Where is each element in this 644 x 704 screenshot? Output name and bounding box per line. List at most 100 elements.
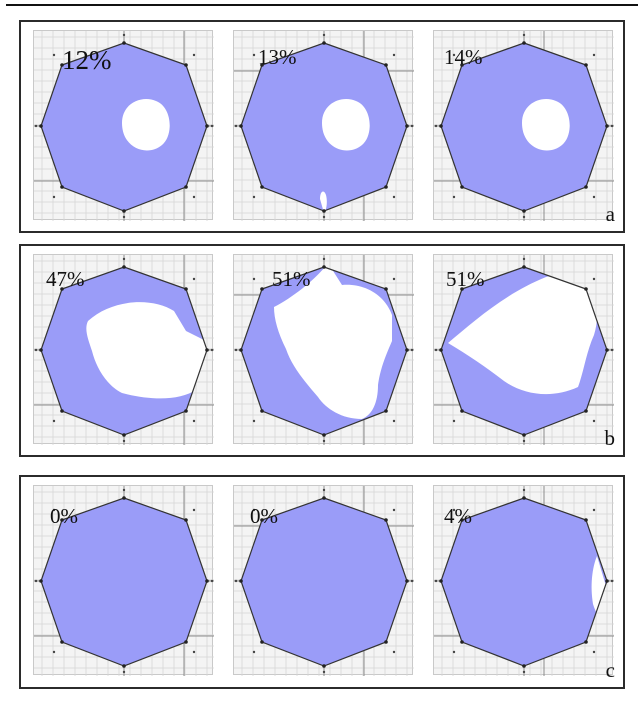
tick-marker — [122, 33, 126, 37]
white-hole — [86, 302, 207, 399]
percent-label-c2: 0% — [250, 504, 278, 528]
vertex-marker — [322, 496, 326, 500]
percent-label-a3: 14% — [444, 45, 483, 69]
vertex-marker — [260, 640, 264, 644]
white-hole — [448, 273, 598, 395]
white-hole — [522, 99, 570, 151]
vertex-marker — [39, 124, 43, 128]
vertex-marker — [460, 185, 464, 189]
panel-a3: 14% — [433, 30, 614, 221]
octagon-plot-c2 — [234, 486, 414, 676]
percent-label-a1: 12% — [62, 45, 112, 75]
vertex-marker — [260, 518, 264, 522]
vertex-marker — [460, 518, 464, 522]
vertex-marker — [122, 496, 126, 500]
tick-marker — [234, 348, 238, 352]
vertex-marker — [584, 640, 588, 644]
percent-label-b1: 47% — [46, 267, 85, 291]
percent-label-c1: 0% — [50, 504, 78, 528]
vertex-marker — [60, 409, 64, 413]
tick-marker — [410, 124, 414, 128]
tick-marker — [252, 195, 256, 199]
tick-marker — [252, 650, 256, 654]
panel-a2: 13% — [233, 30, 414, 221]
tick-marker — [392, 508, 396, 512]
tick-marker — [192, 53, 196, 57]
blue-fill — [41, 498, 207, 666]
tick-marker — [592, 508, 596, 512]
blue-region — [234, 488, 414, 674]
tick-marker — [252, 277, 256, 281]
vertex-marker — [322, 433, 326, 437]
tick-marker — [592, 53, 596, 57]
row-b-box: 47% 51% 51% b — [19, 244, 625, 457]
vertex-marker — [239, 348, 243, 352]
vertex-marker — [439, 579, 443, 583]
vertex-marker — [322, 41, 326, 45]
octagon-plot-b2 — [234, 255, 414, 445]
blue-region — [34, 488, 214, 674]
vertex-marker — [184, 640, 188, 644]
vertex-marker — [584, 185, 588, 189]
tick-marker — [592, 650, 596, 654]
tick-marker — [52, 650, 56, 654]
vertex-marker — [122, 265, 126, 269]
tick-marker — [392, 650, 396, 654]
panel-b1: 47% — [33, 254, 214, 445]
tick-marker — [52, 508, 56, 512]
vertex-marker — [584, 409, 588, 413]
vertex-marker — [460, 640, 464, 644]
vertex-marker — [384, 640, 388, 644]
tick-marker — [52, 277, 56, 281]
vertex-marker — [605, 579, 609, 583]
percent-label-b2: 51% — [272, 267, 311, 291]
panel-a1: 12% — [33, 30, 214, 221]
tick-marker — [434, 579, 438, 583]
white-notch — [320, 191, 327, 211]
vertex-marker — [260, 287, 264, 291]
vertex-marker — [522, 664, 526, 668]
vertex-marker — [460, 287, 464, 291]
tick-marker — [122, 670, 126, 674]
vertex-marker — [584, 287, 588, 291]
tick-marker — [210, 124, 214, 128]
vertex-marker — [384, 63, 388, 67]
percent-label-b3: 51% — [446, 267, 485, 291]
panel-c2: 0% — [233, 485, 414, 676]
white-hole — [322, 99, 370, 151]
tick-marker — [122, 488, 126, 492]
vertex-marker — [405, 348, 409, 352]
blue-region — [434, 257, 614, 443]
tick-marker — [192, 419, 196, 423]
tick-marker — [610, 348, 614, 352]
tick-marker — [410, 579, 414, 583]
octagon-plot-a2 — [234, 31, 414, 221]
tick-marker — [592, 195, 596, 199]
tick-marker — [52, 419, 56, 423]
tick-marker — [452, 53, 456, 57]
vertex-marker — [522, 209, 526, 213]
vertex-marker — [260, 185, 264, 189]
vertex-marker — [39, 348, 43, 352]
row-a-box: 12% 13% 14% a — [19, 20, 625, 233]
tick-marker — [322, 488, 326, 492]
panel-c3: 4% — [433, 485, 614, 676]
tick-marker — [34, 348, 38, 352]
tick-marker — [452, 419, 456, 423]
tick-marker — [210, 579, 214, 583]
vertex-marker — [205, 124, 209, 128]
percent-label-a2: 13% — [258, 45, 297, 69]
tick-marker — [522, 439, 526, 443]
vertex-marker — [184, 287, 188, 291]
tick-marker — [52, 195, 56, 199]
vertex-marker — [60, 287, 64, 291]
tick-marker — [592, 419, 596, 423]
tick-marker — [434, 124, 438, 128]
tick-marker — [122, 439, 126, 443]
tick-marker — [392, 277, 396, 281]
vertex-marker — [384, 185, 388, 189]
vertex-marker — [184, 518, 188, 522]
tick-marker — [610, 579, 614, 583]
vertex-marker — [60, 185, 64, 189]
tick-marker — [522, 33, 526, 37]
